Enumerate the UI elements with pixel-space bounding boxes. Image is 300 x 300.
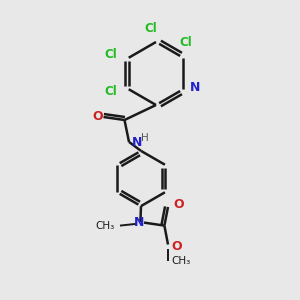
Text: H: H: [141, 133, 149, 143]
Text: CH₃: CH₃: [96, 220, 115, 231]
Text: N: N: [134, 216, 144, 230]
Text: N: N: [190, 81, 200, 94]
Text: O: O: [92, 110, 103, 123]
Text: O: O: [173, 197, 184, 211]
Text: N: N: [131, 136, 142, 149]
Text: Cl: Cl: [179, 36, 192, 49]
Text: O: O: [171, 240, 181, 253]
Text: Cl: Cl: [105, 85, 117, 98]
Text: CH₃: CH₃: [171, 256, 190, 266]
Text: Cl: Cl: [105, 48, 117, 61]
Text: Cl: Cl: [144, 22, 157, 34]
